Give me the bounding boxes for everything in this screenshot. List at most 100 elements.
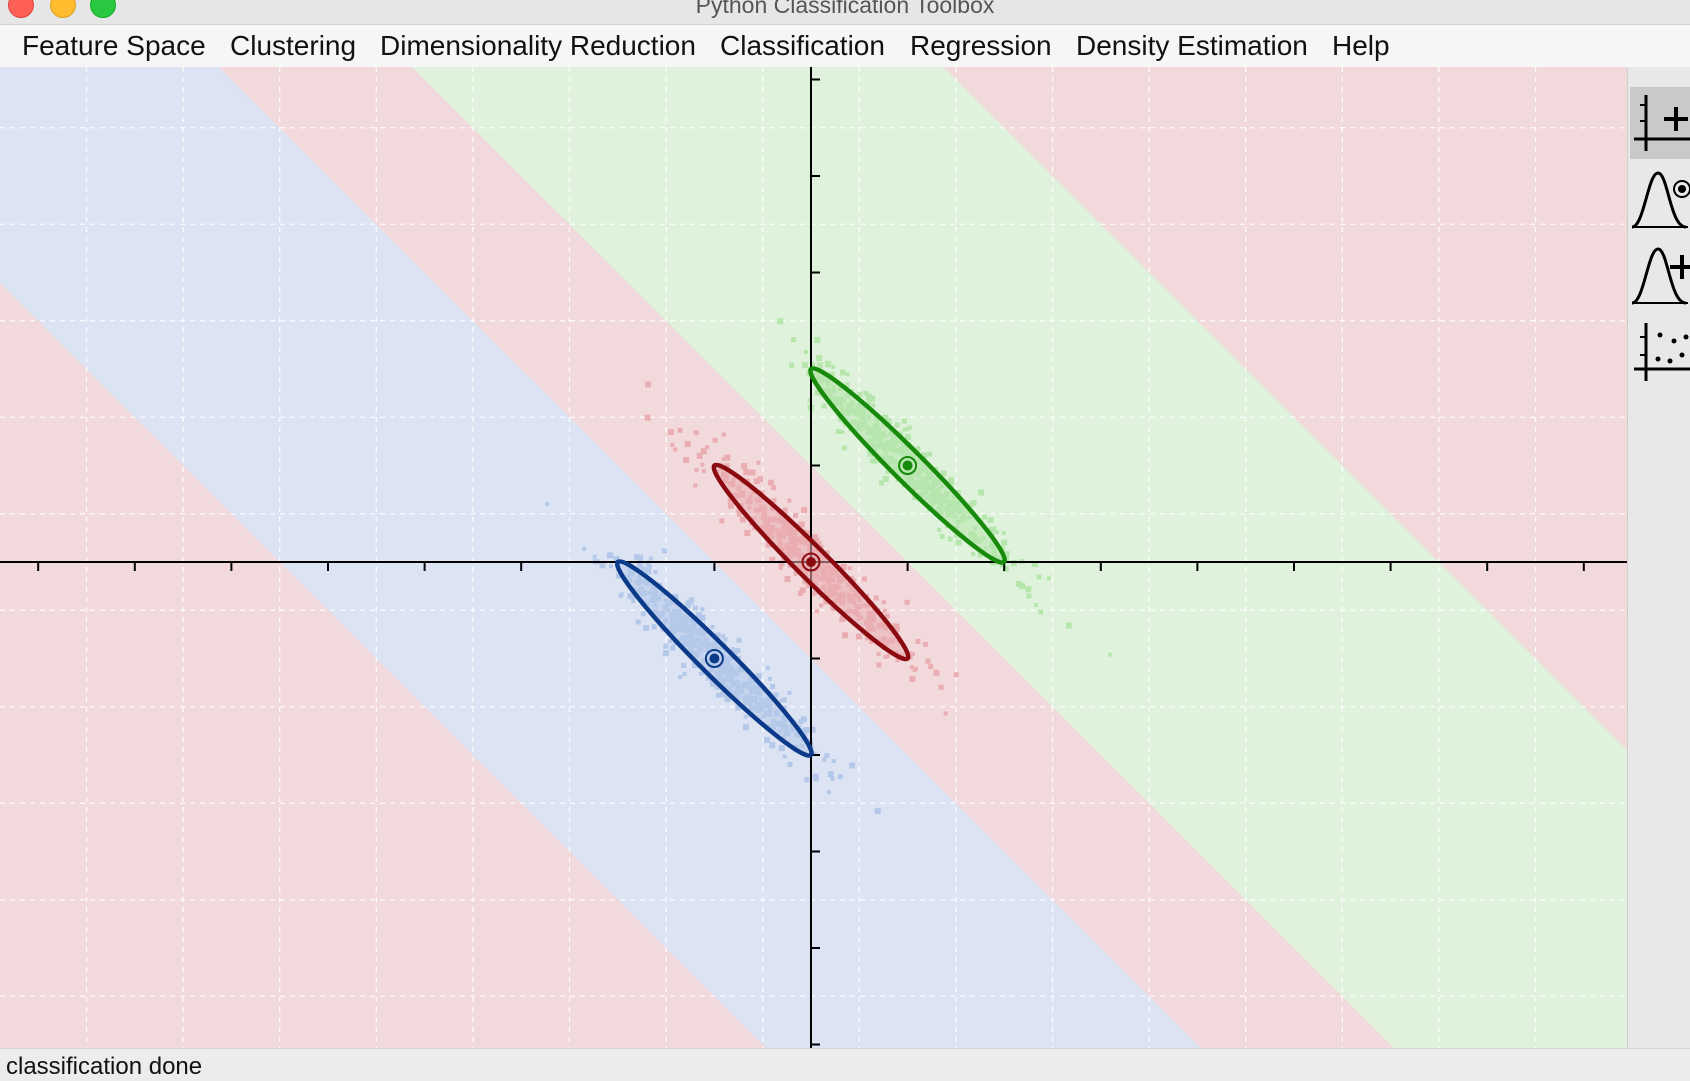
data-point-red xyxy=(868,639,873,644)
menu-clustering[interactable]: Clustering xyxy=(230,30,357,61)
data-point-blue xyxy=(804,777,810,783)
data-point-blue xyxy=(692,605,698,611)
data-point-green xyxy=(885,470,890,475)
data-point-blue xyxy=(742,724,749,731)
data-point-blue xyxy=(800,727,806,733)
menu-feature-space[interactable]: Feature Space xyxy=(22,30,206,61)
data-point-blue xyxy=(682,672,687,677)
data-point-green xyxy=(814,337,821,344)
data-point-green xyxy=(866,400,872,406)
data-point-blue xyxy=(768,676,773,681)
data-point-blue xyxy=(637,554,644,561)
data-point-blue xyxy=(715,692,721,698)
data-point-blue xyxy=(608,564,613,569)
data-point-blue xyxy=(653,570,658,575)
data-point-blue xyxy=(824,753,830,759)
data-point-red xyxy=(719,518,725,524)
data-point-blue xyxy=(545,501,550,506)
menu-density-estimation[interactable]: Density Estimation xyxy=(1076,30,1308,61)
data-point-red xyxy=(737,508,744,515)
data-point-green xyxy=(901,418,907,424)
data-point-red xyxy=(798,521,805,528)
mean-marker-green xyxy=(898,456,918,475)
menu-classification[interactable]: Classification xyxy=(720,30,885,61)
data-point-blue xyxy=(686,599,692,605)
data-point-red xyxy=(768,479,775,486)
data-point-blue xyxy=(710,682,716,688)
data-point-red xyxy=(912,667,917,672)
data-point-red xyxy=(757,476,764,483)
data-point-blue xyxy=(725,697,731,703)
data-point-red xyxy=(813,537,820,544)
data-point-green xyxy=(970,499,977,506)
data-point-red xyxy=(741,463,748,470)
menu-dimensionality-reduction[interactable]: Dimensionality Reduction xyxy=(380,30,696,61)
plot-canvas[interactable] xyxy=(0,67,1627,1048)
data-point-red xyxy=(953,672,959,678)
menu-help[interactable]: Help xyxy=(1332,30,1390,61)
data-point-green xyxy=(871,403,876,408)
data-point-blue xyxy=(663,643,669,649)
data-point-blue xyxy=(663,650,670,657)
scatter-points-tool-button[interactable] xyxy=(1630,315,1690,387)
data-point-green xyxy=(1015,580,1022,587)
data-point-blue xyxy=(710,625,715,630)
data-point-red xyxy=(909,675,916,682)
data-point-red xyxy=(670,442,675,447)
gaussian-center-tool-button[interactable] xyxy=(1630,163,1690,235)
data-point-green xyxy=(1036,574,1042,580)
data-point-blue xyxy=(763,737,770,744)
gaussian-add-tool-button[interactable] xyxy=(1630,239,1690,311)
data-point-blue xyxy=(684,601,691,608)
data-point-blue xyxy=(670,645,676,651)
data-point-blue xyxy=(700,607,705,612)
data-point-red xyxy=(811,534,818,541)
data-point-red xyxy=(769,556,776,563)
data-point-green xyxy=(904,433,911,440)
data-point-green xyxy=(789,362,795,368)
menu-regression[interactable]: Regression xyxy=(910,30,1052,61)
data-point-blue xyxy=(640,611,646,617)
add-point-tool-button[interactable] xyxy=(1630,87,1690,159)
data-point-blue xyxy=(755,673,762,680)
data-point-red xyxy=(701,469,706,474)
data-point-blue xyxy=(827,771,834,778)
data-point-green xyxy=(1019,583,1026,590)
data-point-green xyxy=(1026,593,1032,599)
data-point-red xyxy=(894,627,900,633)
data-point-blue xyxy=(699,614,706,621)
data-point-blue xyxy=(787,762,793,768)
data-point-red xyxy=(864,635,870,641)
data-point-red xyxy=(793,512,799,518)
data-point-green xyxy=(1001,539,1008,546)
decision-region-red-0 xyxy=(0,282,767,1048)
data-point-green xyxy=(885,418,892,425)
data-point-green xyxy=(978,489,985,496)
data-point-green xyxy=(869,395,876,402)
data-point-green xyxy=(814,389,821,396)
data-point-red xyxy=(724,454,731,461)
data-point-red xyxy=(799,587,806,594)
data-point-red xyxy=(677,427,683,433)
status-text: classification done xyxy=(6,1053,203,1080)
data-point-blue xyxy=(599,562,606,569)
data-point-blue xyxy=(646,564,652,570)
data-point-red xyxy=(882,608,887,613)
data-point-red xyxy=(782,509,788,515)
data-point-blue xyxy=(830,776,835,781)
data-point-red xyxy=(909,665,914,670)
mean-marker-blue xyxy=(704,649,724,668)
data-point-blue xyxy=(735,704,742,711)
data-point-green xyxy=(879,480,885,486)
data-point-green xyxy=(831,365,836,370)
data-point-green xyxy=(871,457,878,464)
data-point-green xyxy=(816,362,823,369)
data-point-green xyxy=(927,451,933,457)
title-bar: Python Classification Toolbox xyxy=(0,0,1690,25)
feature-space-plot[interactable] xyxy=(0,67,1627,1048)
data-point-red xyxy=(752,526,757,531)
data-point-blue xyxy=(631,598,636,603)
data-point-red xyxy=(724,463,730,469)
data-point-green xyxy=(803,350,808,355)
data-point-green xyxy=(839,369,846,376)
